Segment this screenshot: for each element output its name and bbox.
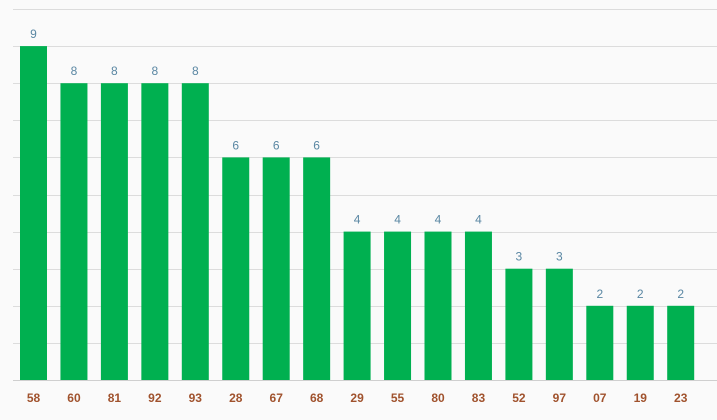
- x-tick-label: 29: [350, 391, 364, 405]
- data-label: 8: [71, 64, 78, 78]
- x-tick-label: 92: [148, 391, 162, 405]
- bar: [303, 157, 331, 380]
- data-label: 4: [435, 213, 442, 227]
- bar: [626, 305, 654, 380]
- data-label: 8: [111, 64, 118, 78]
- bar: [384, 231, 412, 380]
- data-label: 8: [192, 64, 199, 78]
- x-tick-label: 93: [189, 391, 203, 405]
- data-label: 4: [394, 213, 401, 227]
- data-label: 3: [556, 250, 563, 264]
- x-tick-label: 07: [593, 391, 607, 405]
- x-tick-label: 67: [270, 391, 284, 405]
- data-label: 9: [30, 27, 37, 41]
- data-label: 6: [273, 138, 280, 152]
- x-tick-label: 81: [108, 391, 122, 405]
- x-tick-label: 52: [512, 391, 526, 405]
- bar: [20, 46, 47, 380]
- data-label: 2: [677, 287, 684, 301]
- data-label: 4: [354, 213, 361, 227]
- data-label: 6: [232, 138, 239, 152]
- bar: [181, 83, 209, 380]
- bar: [464, 231, 492, 380]
- x-tick-label: 58: [27, 391, 41, 405]
- bar: [141, 83, 169, 380]
- bar: [262, 157, 290, 380]
- x-tick-label: 55: [391, 391, 405, 405]
- x-tick-label: 68: [310, 391, 324, 405]
- bar: [505, 268, 533, 380]
- data-label: 2: [637, 287, 644, 301]
- bar: [222, 157, 250, 380]
- bar: [424, 231, 452, 380]
- x-tick-label: 19: [634, 391, 648, 405]
- bar: [343, 231, 371, 380]
- data-label: 8: [152, 64, 159, 78]
- data-label: 2: [596, 287, 603, 301]
- x-tick-label: 80: [431, 391, 445, 405]
- data-label: 6: [313, 138, 320, 152]
- x-tick-label: 28: [229, 391, 243, 405]
- x-tick-label: 23: [674, 391, 688, 405]
- bar: [667, 305, 695, 380]
- x-tick-label: 60: [67, 391, 81, 405]
- data-label: 4: [475, 213, 482, 227]
- x-tick-label: 83: [472, 391, 486, 405]
- data-label: 3: [516, 250, 523, 264]
- bar: [586, 305, 614, 380]
- x-tick-label: 97: [553, 391, 567, 405]
- bar: [100, 83, 128, 380]
- bar: [545, 268, 573, 380]
- bar: [60, 83, 88, 380]
